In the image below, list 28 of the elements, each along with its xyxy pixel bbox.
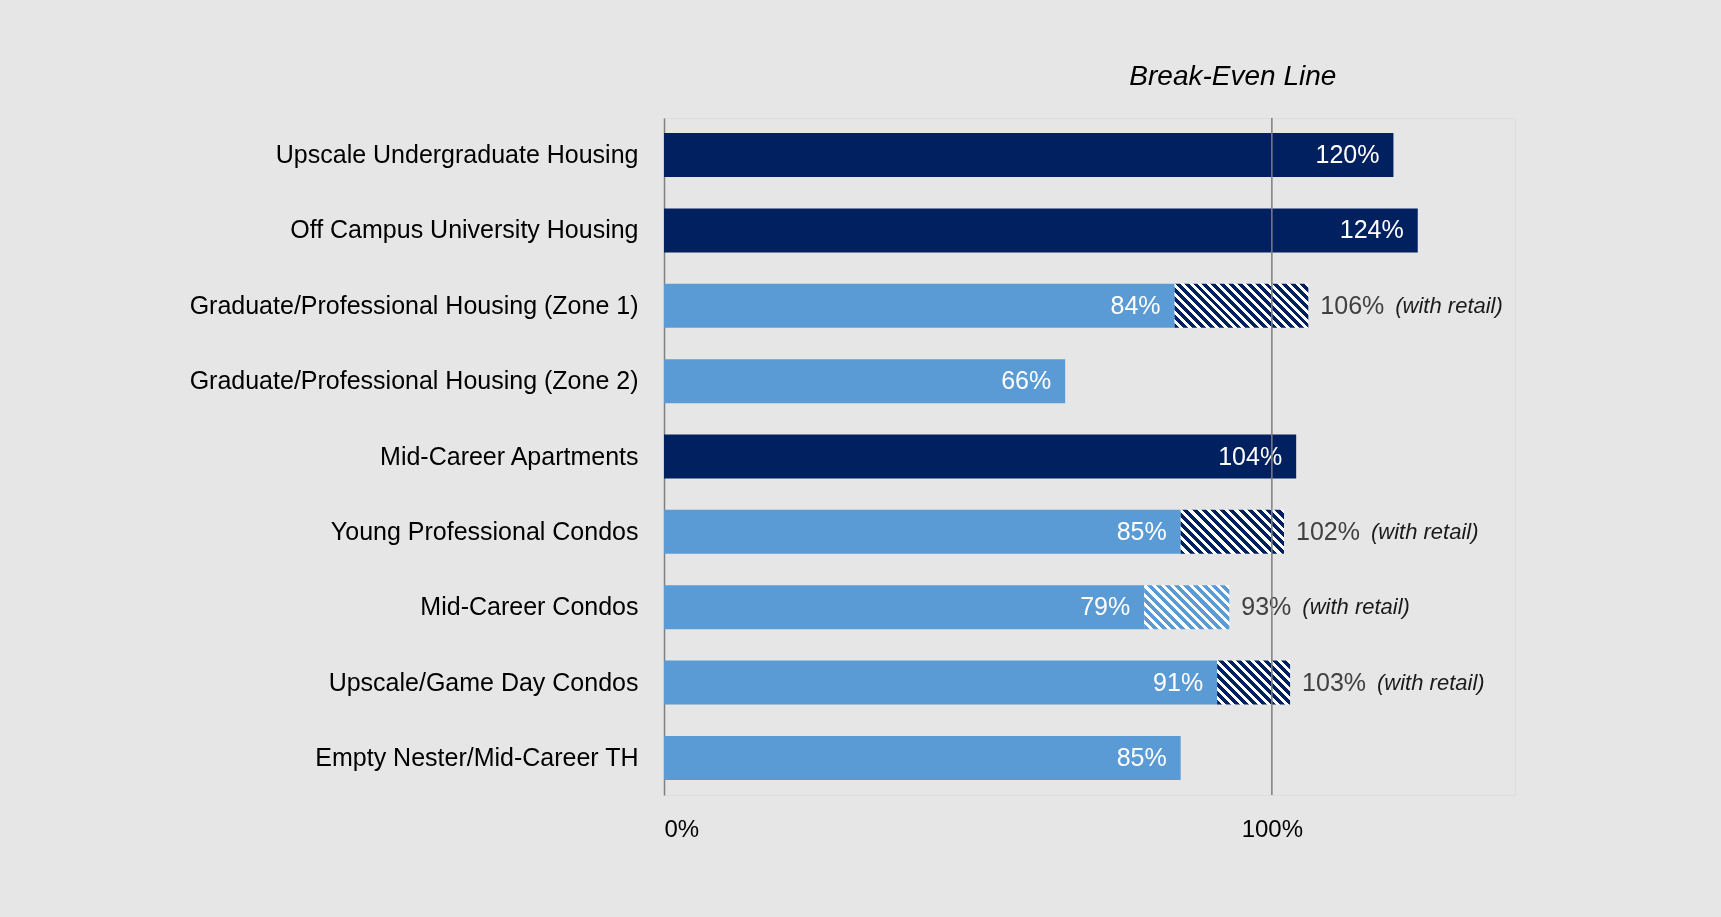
data-label: 124% bbox=[1339, 215, 1404, 244]
total-label: 106% bbox=[1320, 290, 1385, 319]
annotation: (with retail) bbox=[1395, 292, 1503, 318]
data-label: 104% bbox=[1218, 441, 1283, 470]
data-label: 120% bbox=[1315, 140, 1380, 169]
y-tick-label: Graduate/Professional Housing (Zone 1) bbox=[189, 290, 639, 319]
y-tick-label: Mid-Career Apartments bbox=[380, 441, 639, 470]
data-label: 85% bbox=[1116, 742, 1167, 771]
y-tick-label: Off Campus University Housing bbox=[290, 215, 639, 244]
annotation: (with retail) bbox=[1302, 594, 1410, 620]
total-label: 103% bbox=[1302, 667, 1367, 696]
data-label: 91% bbox=[1153, 667, 1204, 696]
x-tick-label: 100% bbox=[1241, 814, 1304, 842]
data-label: 84% bbox=[1110, 290, 1161, 319]
total-label: 102% bbox=[1296, 516, 1360, 545]
ref-line-label: Break-Even Line bbox=[1129, 60, 1337, 91]
data-label: 79% bbox=[1080, 592, 1131, 621]
y-tick-label: Young Professional Condos bbox=[330, 516, 639, 545]
y-tick-label: Empty Nester/Mid-Career TH bbox=[315, 742, 639, 771]
y-tick-label: Upscale Undergraduate Housing bbox=[275, 140, 639, 169]
annotation: (with retail) bbox=[1377, 669, 1485, 695]
annotation: (with retail) bbox=[1370, 518, 1479, 544]
y-tick-label: Graduate/Professional Housing (Zone 2) bbox=[189, 366, 639, 395]
y-tick-label: Upscale/Game Day Condos bbox=[328, 667, 639, 696]
x-tick-label: 0% bbox=[664, 814, 700, 842]
data-label: 66% bbox=[1001, 366, 1052, 395]
y-tick-label: Mid-Career Condos bbox=[420, 592, 639, 621]
data-label: 85% bbox=[1116, 516, 1167, 545]
